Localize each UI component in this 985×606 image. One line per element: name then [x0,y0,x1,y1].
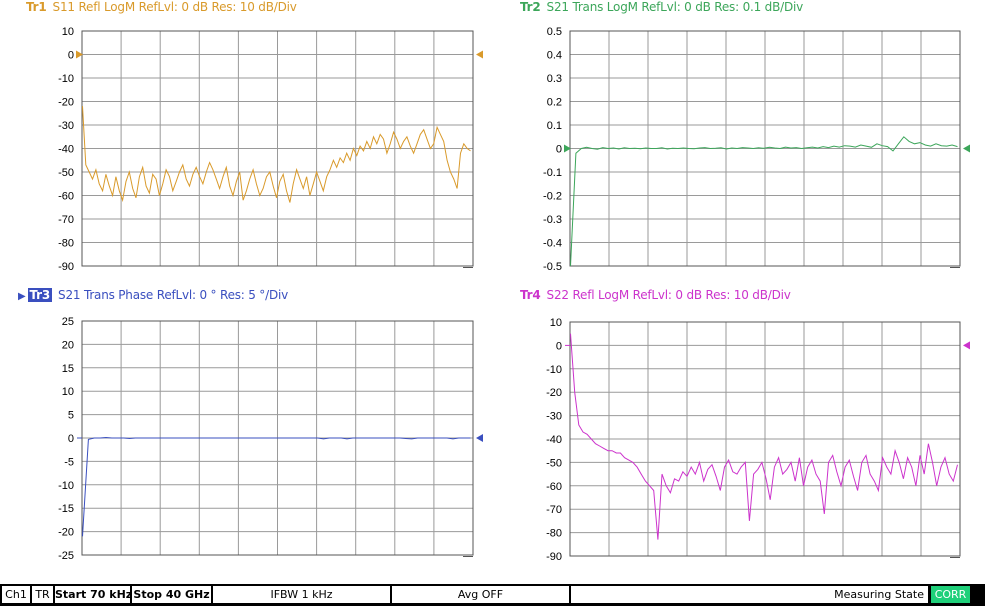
y-tick-label: -20 [58,97,74,109]
trace-line [82,106,471,203]
y-tick-label: 0 [68,50,74,62]
trace-panel-tr3: ▶ Tr3 S21 Trans Phase RefLvl: 0 ° Res: 5 °… [10,288,485,564]
y-tick-label: -20 [58,527,74,539]
y-tick-label: 0 [556,144,562,156]
y-tick-label: -30 [58,120,74,132]
y-tick-label: -0.4 [543,238,562,250]
grid [81,30,474,267]
y-tick-label: -25 [58,550,74,562]
active-trace-arrow-icon: ▶ [18,291,26,302]
trace-title-tr4[interactable]: Tr4 S22 Refl LogM RefLvl: 0 dB Res: 10 dB… [520,288,791,302]
correction-badge[interactable]: CORR [931,586,970,603]
y-tick-label: 0.2 [547,97,562,109]
trace-title-tr1[interactable]: Tr1 S11 Refl LogM RefLvl: 0 dB Res: 10 dB… [26,0,297,14]
y-tick-label: 10 [550,317,562,329]
y-tick-label: 0 [68,433,74,445]
trace-title-tr2[interactable]: Tr2 S21 Trans LogM RefLvl: 0 dB Res: 0.1 … [520,0,803,14]
grid [569,321,961,557]
trace-line [570,136,958,267]
y-tick-label: 15 [62,363,74,375]
trace-title-text: S11 Refl LogM RefLvl: 0 dB Res: 10 dB/Di… [52,0,297,14]
y-tick-label: -40 [58,144,74,156]
status-bar: Ch1 TR Start 70 kHz Stop 40 GHz IFBW 1 k… [0,584,985,606]
trace-panel-tr2: Tr2 S21 Trans LogM RefLvl: 0 dB Res: 0.1 … [500,0,980,273]
averaging-setting[interactable]: Avg OFF [392,586,570,603]
y-tick-label: -10 [58,73,74,85]
y-tick-label: -10 [546,364,562,376]
start-frequency[interactable]: Start 70 kHz [55,586,131,603]
y-tick-label: -0.5 [543,261,562,273]
y-tick-label: -80 [546,528,562,540]
ref-level-right-icon [476,434,483,442]
y-tick-label: -90 [546,551,562,563]
y-tick-label: 0.1 [547,120,562,132]
trace-plot-tr2[interactable]: 0.5 0.4 0.3 0.2 0.1 0 -0.1 -0.2 -0.3 -0.4 -0.5 [500,0,980,273]
y-tick-label: -0.2 [543,191,562,203]
y-tick-label: 20 [62,339,74,351]
trace-title-tr3[interactable]: ▶ Tr3 S21 Trans Phase RefLvl: 0 ° Res: 5 °… [18,288,288,302]
y-tick-label: -50 [546,457,562,469]
y-tick-label: -80 [58,238,74,250]
y-tick-label: 10 [62,26,74,38]
trace-title-text: S22 Refl LogM RefLvl: 0 dB Res: 10 dB/Di… [546,288,791,302]
ref-level-right-icon [963,341,970,350]
y-tick-label: -30 [546,411,562,423]
y-tick-label: -90 [58,261,74,273]
stop-frequency[interactable]: Stop 40 GHz [132,586,212,603]
trace-title-text: S21 Trans LogM RefLvl: 0 dB Res: 0.1 dB/… [546,0,804,14]
y-tick-label: -60 [58,191,74,203]
trace-tag[interactable]: Tr2 [520,0,541,14]
plot-frame [569,321,961,557]
trace-line [82,436,471,537]
y-tick-label: -70 [546,504,562,516]
y-tick-label: 5 [68,410,74,422]
trace-tag[interactable]: Tr4 [520,288,541,302]
y-tick-label: -40 [546,434,562,446]
ref-level-right-icon [963,144,970,153]
trace-plot-tr3[interactable]: 25 20 15 10 5 0 -5 -10 -15 -20 -25 [10,288,485,564]
trace-plot-tr4[interactable]: 10 0 -10 -20 -30 -40 -50 -60 -70 -80 -90 [500,288,980,564]
y-tick-label: -5 [64,456,74,468]
y-tick-label: 0.5 [547,26,562,38]
y-tick-label: 0.4 [547,50,562,62]
trace-title-text: S21 Trans Phase RefLvl: 0 ° Res: 5 °/Div [58,288,289,302]
y-tick-label: 0.3 [547,73,562,85]
trace-indicator[interactable]: TR [32,586,54,603]
ref-level-left-icon [76,50,83,59]
y-tick-label: 25 [62,316,74,328]
ref-level-left-icon [564,144,571,153]
ifbw-setting[interactable]: IFBW 1 kHz [213,586,391,603]
trace-panel-tr4: Tr4 S22 Refl LogM RefLvl: 0 dB Res: 10 dB… [500,288,980,564]
y-tick-label: 10 [62,386,74,398]
measuring-state: Measuring State [571,586,929,603]
y-tick-label: -70 [58,214,74,226]
y-tick-label: 0 [556,340,562,352]
ref-level-right-icon [476,50,483,59]
channel-indicator[interactable]: Ch1 [2,586,31,603]
y-tick-label: -15 [58,503,74,515]
y-tick-label: -20 [546,387,562,399]
trace-plot-tr1[interactable]: 10 0 -10 -20 -30 -40 -50 -60 -70 -80 -90 [10,0,485,273]
trace-line [570,333,958,540]
trace-tag[interactable]: Tr3 [27,288,53,302]
y-tick-label: -10 [58,480,74,492]
y-tick-label: -50 [58,167,74,179]
trace-panel-tr1: Tr1 S11 Refl LogM RefLvl: 0 dB Res: 10 dB… [10,0,485,273]
y-tick-label: -0.3 [543,214,562,226]
y-tick-label: -60 [546,481,562,493]
plot-frame [81,30,474,267]
trace-tag[interactable]: Tr1 [26,0,47,14]
y-tick-label: -0.1 [543,167,562,179]
